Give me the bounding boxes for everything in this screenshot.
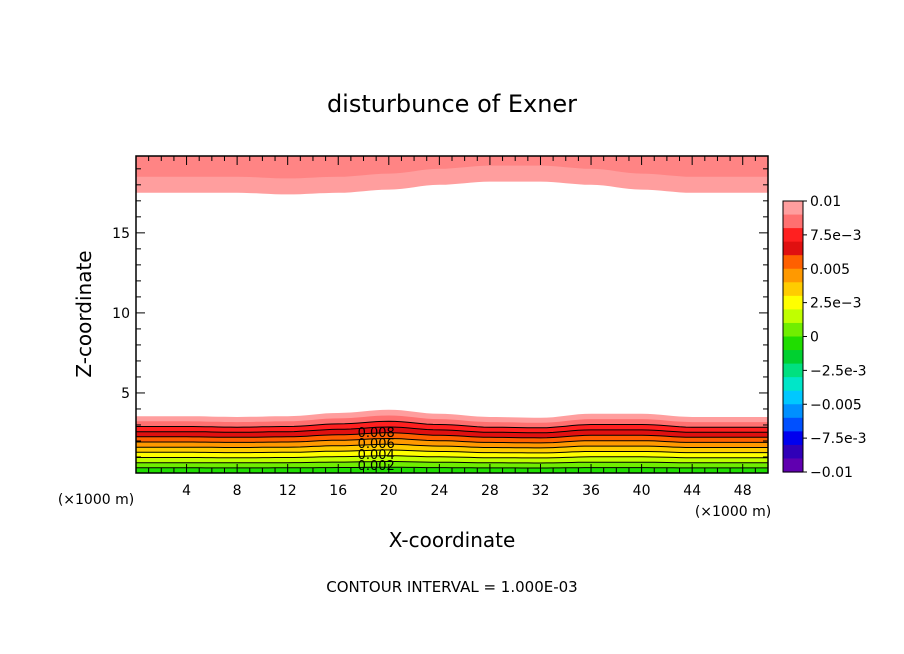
colorbar-swatch [783,228,803,243]
plot-area [136,156,768,473]
colorbar-swatch [783,417,803,432]
colorbar-swatch [783,350,803,365]
x-tick-label: 40 [633,483,651,499]
y-axis-ticks: 5 10 15 [112,168,768,458]
x-tick-label: 4 [182,483,191,499]
colorbar-swatch [783,322,803,338]
contour-label: 0.006 [358,437,395,452]
y-tick-label: 10 [112,306,130,322]
contour-line [136,461,768,464]
colorbar-swatch [783,431,803,446]
colorbar-label: −7.5e-3 [810,431,867,447]
contour-label: 0.008 [358,426,395,441]
colorbar-swatch [783,309,803,324]
colorbar-swatch [783,201,803,216]
colorbar-swatch [783,282,803,297]
y-tick-label: 15 [112,226,130,242]
colorbar: 0.01 7.5e−3 0.005 2.5e−3 0 −2.5e-3 −0.005 −7.5e… [782,194,867,481]
x-tick-label: 28 [481,483,499,499]
x-axis-label: X-coordinate [389,528,516,552]
contour-lines [136,420,768,469]
colorbar-swatch [783,241,803,256]
contour-line [136,449,768,454]
colorbar-swatch [783,377,803,392]
colorbar-label: −0.005 [810,397,862,413]
chart-title: disturbunce of Exner [327,90,577,118]
colorbar-swatch [783,404,803,419]
colorbar-label: 0 [810,330,819,346]
colorbar-label: 7.5e−3 [810,228,862,244]
contour-line [136,455,768,459]
x-tick-label: 16 [329,483,347,499]
x-tick-label: 24 [430,483,448,499]
contour-line [136,466,768,469]
top-layer-bands [136,156,768,195]
colorbar-swatch [783,295,803,310]
colorbar-swatch [783,390,803,405]
colorbar-label: 0.01 [810,194,841,210]
y-tick-label: 5 [121,386,130,402]
contour-line [136,437,768,444]
colorbar-swatch [783,268,803,283]
contour-line [136,420,768,429]
x-tick-label: 20 [380,483,398,499]
contour-line [136,443,768,449]
x-tick-label: 44 [683,483,701,499]
colorbar-swatch [783,458,803,473]
y-axis-label: Z-coordinate [72,250,96,377]
colorbar-label: −2.5e-3 [810,363,867,379]
colorbar-swatch [783,214,803,229]
contour-interval-note: CONTOUR INTERVAL = 1.000E-03 [326,578,577,596]
colorbar-swatch [783,444,803,460]
x-tick-label: 8 [233,483,242,499]
contour-label: 0.002 [358,459,395,474]
x-unit-left: (×1000 m) [58,492,134,508]
x-tick-label: 12 [279,483,297,499]
colorbar-label: 0.005 [810,262,850,278]
contour-line [136,426,768,434]
colorbar-swatch [783,255,803,270]
contour-line [136,432,768,439]
x-tick-label: 32 [532,483,550,499]
colorbar-swatch [783,336,803,351]
colorbar-swatch [783,363,803,378]
x-unit-right: (×1000 m) [695,504,771,520]
contour-label: 0.004 [358,448,395,463]
top-band [136,156,768,179]
x-tick-label: 48 [734,483,752,499]
colorbar-label: −0.01 [810,465,853,481]
x-axis-ticks: 4 8 12 16 20 24 28 32 36 40 44 48 [148,156,756,499]
x-tick-label: 36 [582,483,600,499]
colorbar-label: 2.5e−3 [810,296,862,312]
